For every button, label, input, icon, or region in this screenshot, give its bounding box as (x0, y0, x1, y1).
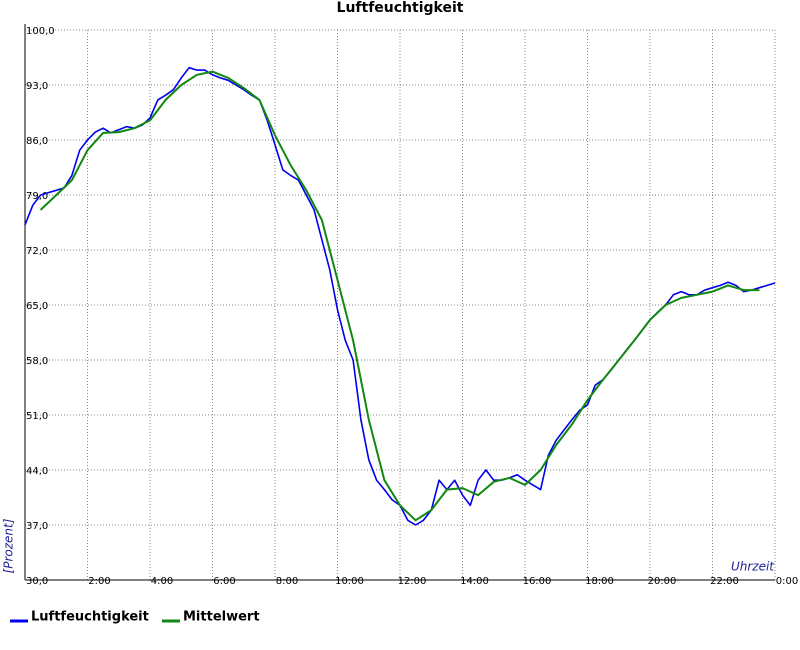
x-tick-label: 0:00 (776, 576, 798, 587)
y-tick-label: 65,0 (26, 301, 48, 312)
legend-label: Mittelwert (183, 610, 260, 625)
y-tick-label: 72,0 (26, 246, 48, 257)
y-tick-label: 86,0 (26, 136, 48, 147)
y-tick-label: 100,0 (26, 26, 55, 37)
y-tick-label: 44,0 (26, 466, 48, 477)
y-axis-label: [Prozent] (2, 518, 16, 573)
x-tick-label: 20:00 (648, 576, 677, 587)
x-tick-label: 18:00 (585, 576, 614, 587)
chart-title: Luftfeuchtigkeit (337, 0, 464, 16)
x-tick-label: 16:00 (523, 576, 552, 587)
x-tick-label: 14:00 (460, 576, 489, 587)
x-tick-label: 10:00 (335, 576, 364, 587)
y-tick-label: 51,0 (26, 411, 48, 422)
y-tick-label: 58,0 (26, 356, 48, 367)
x-tick-label: 12:00 (398, 576, 427, 587)
y-tick-label: 30,0 (26, 576, 48, 587)
legend-label: Luftfeuchtigkeit (31, 610, 149, 625)
data-line (39, 70, 760, 522)
y-tick-label: 93,0 (26, 81, 48, 92)
x-tick-label: 6:00 (213, 576, 235, 587)
y-tick-label: 79,0 (26, 191, 48, 202)
x-tick-label: 2:00 (88, 576, 110, 587)
x-axis-label: Uhrzeit (731, 560, 775, 574)
x-tick-label: 4:00 (151, 576, 173, 587)
x-tick-label: 8:00 (276, 576, 298, 587)
y-tick-label: 37,0 (26, 521, 48, 532)
x-tick-label: 22:00 (710, 576, 739, 587)
